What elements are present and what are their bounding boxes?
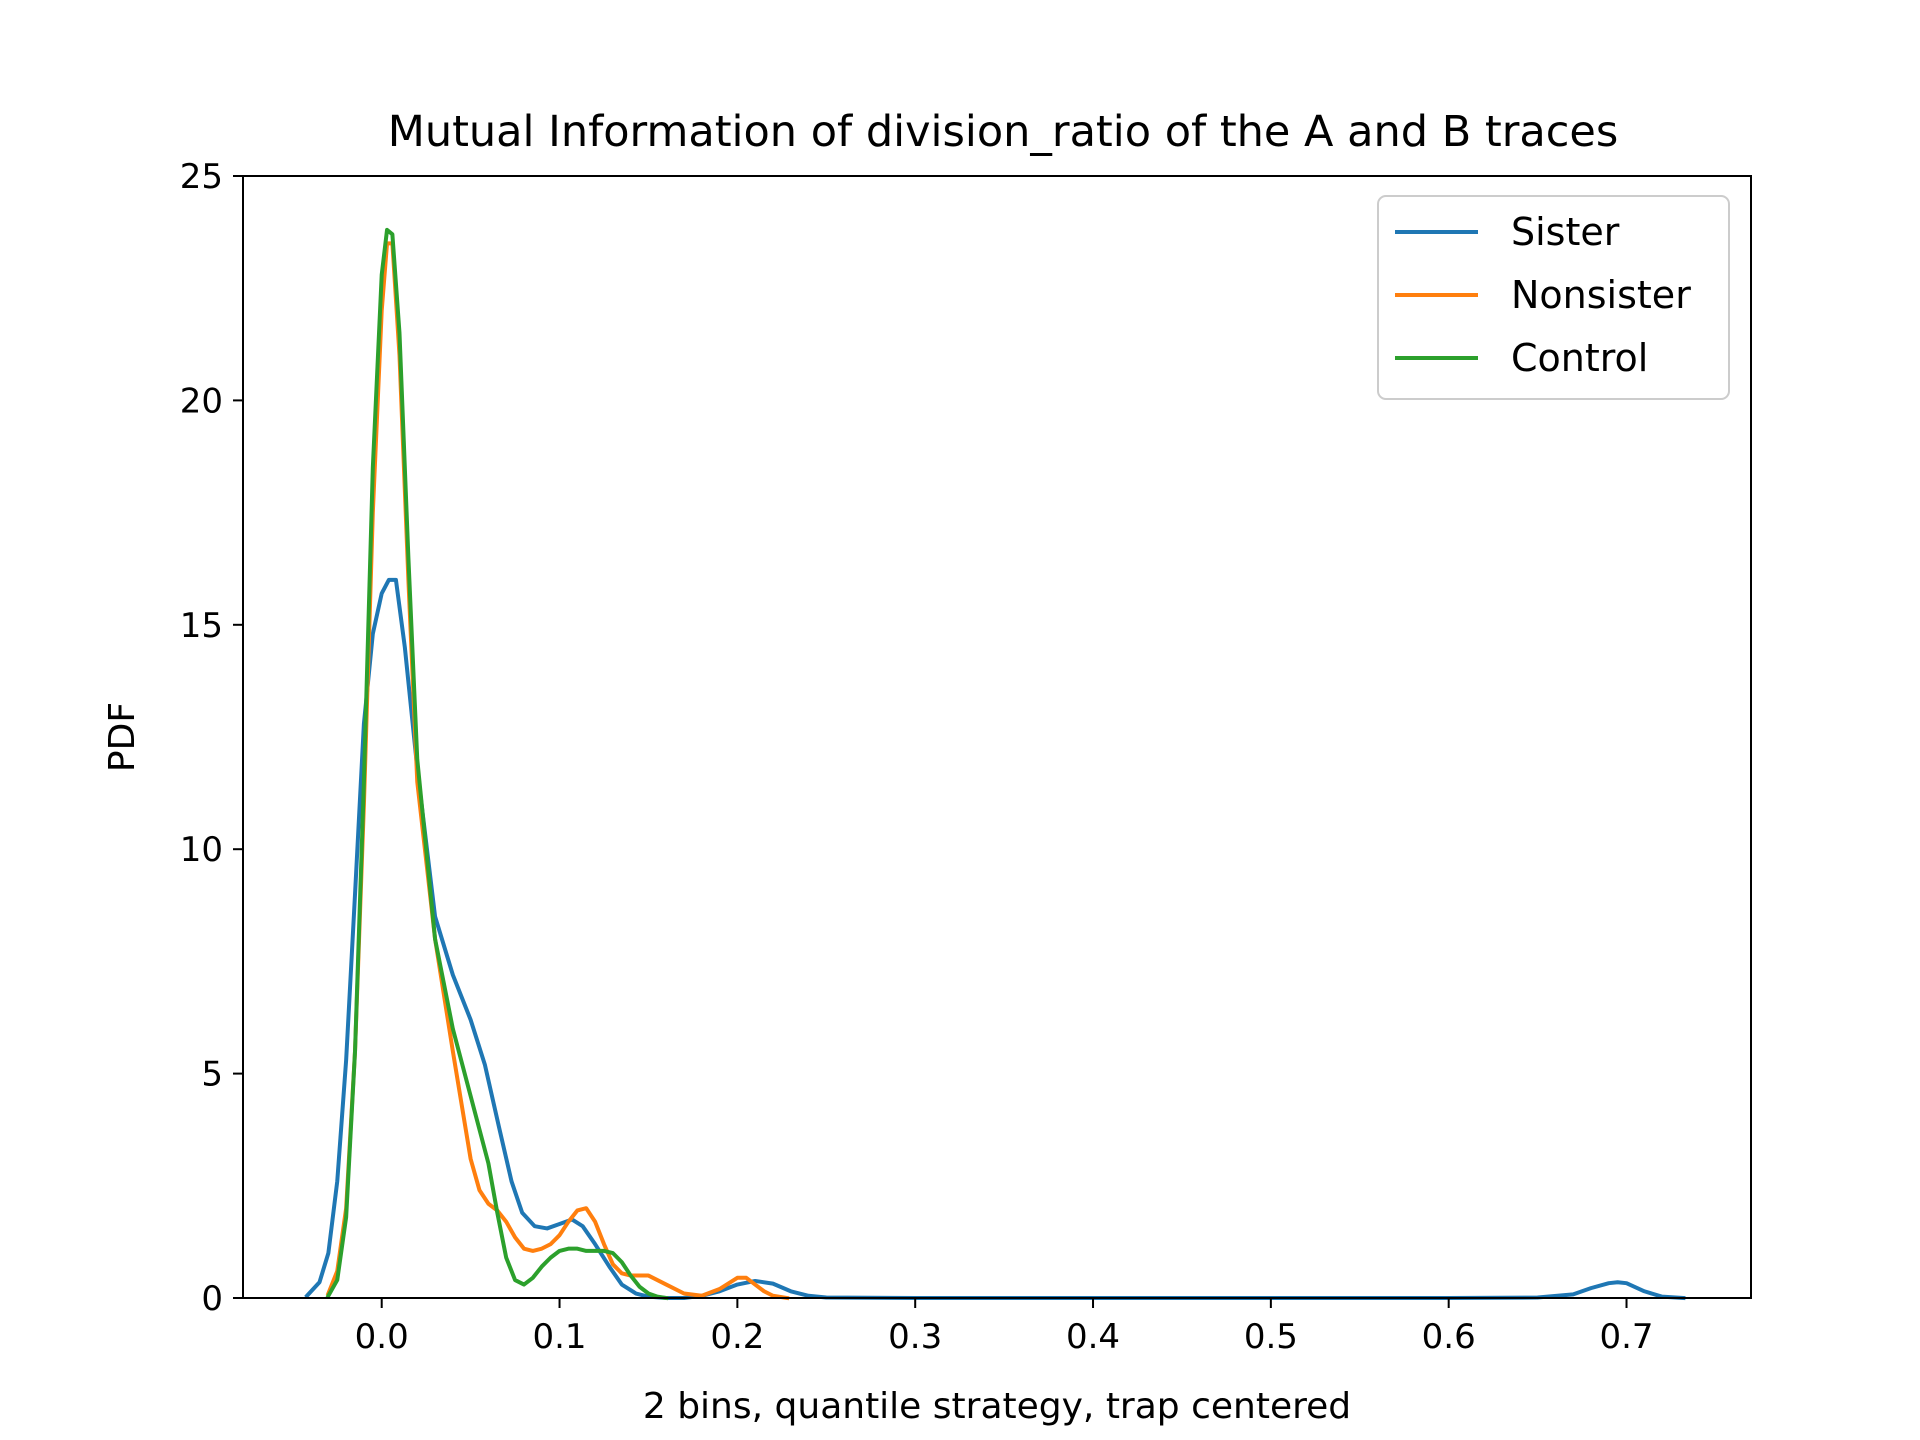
x-tick-label: 0.4	[1066, 1317, 1120, 1357]
series-line-nonsister	[325, 241, 790, 1301]
legend-label-sister: Sister	[1511, 210, 1620, 254]
x-axis: 0.0 0.1 0.2 0.3 0.4 0.5 0.6 0.7	[355, 1298, 1654, 1357]
y-axis-label: PDF	[102, 702, 143, 772]
y-tick-label: 25	[180, 157, 223, 197]
y-tick-label: 0	[201, 1279, 223, 1319]
y-axis: 0 5 10 15 20 25	[180, 157, 243, 1319]
x-tick-label: 0.2	[710, 1317, 764, 1357]
x-axis-label: 2 bins, quantile strategy, trap centered	[643, 1386, 1351, 1427]
y-tick-label: 10	[180, 830, 223, 870]
y-tick-label: 5	[201, 1055, 223, 1095]
y-tick-label: 20	[180, 381, 223, 421]
plot-area-frame	[242, 175, 1752, 1299]
x-tick-label: 0.7	[1599, 1317, 1653, 1357]
x-tick-label: 0.5	[1244, 1317, 1298, 1357]
legend: Sister Nonsister Control	[1377, 195, 1730, 400]
legend-items: Sister Nonsister Control	[1395, 210, 1691, 380]
x-tick-label: 0.0	[355, 1317, 409, 1357]
series-line-sister	[304, 577, 1686, 1301]
x-tick-label: 0.6	[1422, 1317, 1476, 1357]
legend-label-control: Control	[1511, 336, 1648, 380]
legend-label-nonsister: Nonsister	[1511, 273, 1691, 317]
series-line-control	[325, 227, 669, 1301]
y-tick-label: 15	[180, 606, 223, 646]
x-tick-label: 0.3	[888, 1317, 942, 1357]
legend-box	[1377, 195, 1730, 400]
x-tick-label: 0.1	[532, 1317, 586, 1357]
chart-title: Mutual Information of division_ratio of …	[388, 107, 1619, 157]
